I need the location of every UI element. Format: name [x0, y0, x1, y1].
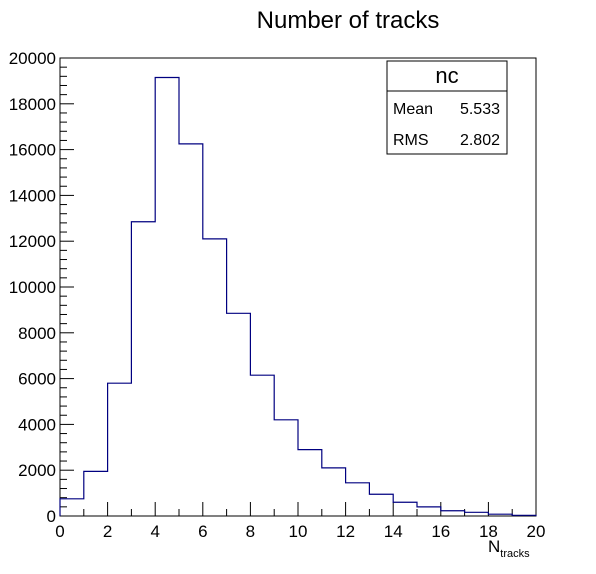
histogram-bin [179, 144, 203, 516]
x-tick-label: 12 [336, 522, 355, 541]
histogram-outline [59, 76, 537, 516]
x-axis-label-subscript: tracks [500, 548, 530, 560]
y-tick-label: 0 [47, 507, 56, 526]
y-tick-label: 4000 [18, 415, 56, 434]
stats-box-frame [386, 60, 508, 155]
y-tick-label: 8000 [18, 324, 56, 343]
x-tick-label: 4 [150, 522, 159, 541]
histogram-bin [250, 375, 274, 516]
y-tick-label: 6000 [18, 370, 56, 389]
histogram-bin [108, 383, 132, 516]
x-axis: 0 2 4 6 8 10 12 14 16 18 20 [55, 502, 545, 541]
x-tick-label: 8 [246, 522, 255, 541]
x-axis-label: Ntracks [488, 537, 530, 560]
y-tick-label: 14000 [9, 186, 56, 205]
x-tick-label: 10 [289, 522, 308, 541]
histogram-bin [227, 313, 251, 516]
stats-mean-value: 5.533 [460, 101, 500, 118]
histogram-bin [369, 494, 393, 516]
histogram-bin [84, 471, 108, 516]
histogram-bin [131, 222, 155, 516]
y-tick-label: 2000 [18, 461, 56, 480]
histogram-bin [441, 511, 465, 516]
y-tick-label: 20000 [9, 49, 56, 68]
stats-rms-value: 2.802 [460, 132, 500, 149]
y-tick-label: 10000 [9, 278, 56, 297]
histogram-bin [155, 77, 179, 516]
stats-mean-label: Mean [393, 101, 433, 118]
chart-title: Number of tracks [257, 7, 440, 34]
histogram-bin [60, 499, 84, 516]
y-tick-label: 18000 [9, 95, 56, 114]
histogram-bin [322, 468, 346, 516]
stats-rms-label: RMS [393, 132, 429, 149]
x-tick-label: 6 [198, 522, 207, 541]
histogram-bin [298, 450, 322, 516]
y-tick-label: 12000 [9, 232, 56, 251]
x-tick-label: 18 [479, 522, 498, 541]
x-tick-label: 0 [55, 522, 64, 541]
x-tick-label: 14 [384, 522, 403, 541]
histogram-bin [417, 507, 441, 516]
histogram-bin [203, 239, 227, 516]
y-axis: 0 2000 4000 6000 8000 10000 12000 14000 16000 180… [9, 49, 74, 526]
x-tick-label: 20 [527, 522, 546, 541]
x-tick-label: 2 [103, 522, 112, 541]
histogram-bin [274, 420, 298, 516]
histogram-bin [346, 483, 370, 516]
x-tick-label: 16 [431, 522, 450, 541]
histogram-bin [393, 502, 417, 516]
stats-box: nc Mean 5.533 RMS 2.802 [386, 60, 508, 155]
y-tick-label: 16000 [9, 141, 56, 160]
stats-box-name: nc [435, 63, 458, 88]
x-axis-label-main: N [488, 537, 500, 556]
